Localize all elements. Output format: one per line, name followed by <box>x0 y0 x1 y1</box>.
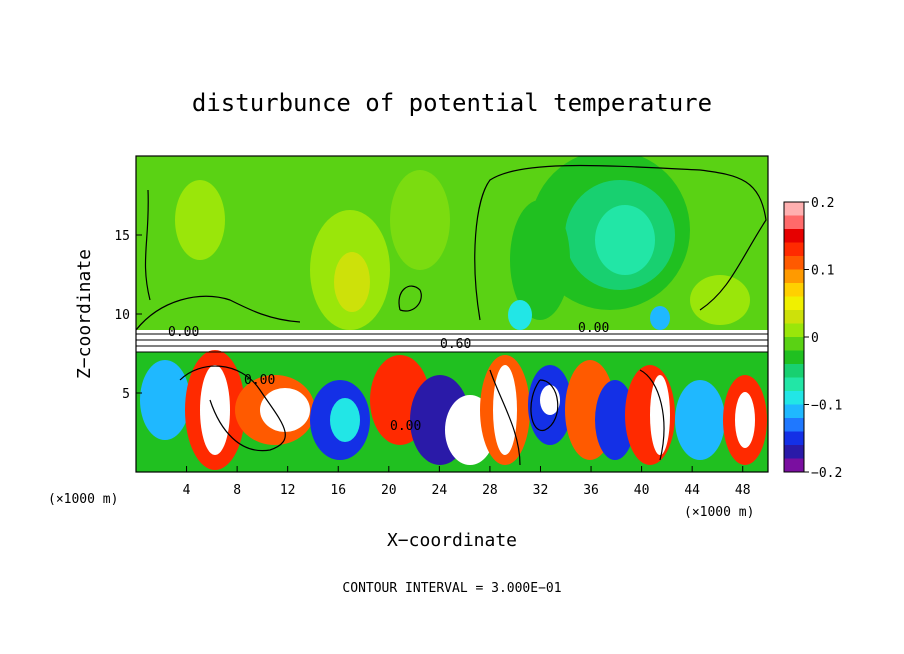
field-blob <box>334 252 370 312</box>
field-blob <box>140 360 190 440</box>
colorbar-ticks: 0.2 0.1 0 −0.1 −0.2 <box>804 196 842 481</box>
contour-line <box>398 285 422 312</box>
field-blob <box>675 380 725 460</box>
x-tick-label: 40 <box>634 483 650 498</box>
contour-label: 0.00 <box>578 321 609 336</box>
field-blob <box>390 170 450 270</box>
contour-label: 0.00 <box>390 419 421 434</box>
x-axis: 4 8 12 16 20 24 28 32 36 40 44 48 <box>183 466 751 498</box>
plot-area: 0.00 0.60 0.00 0.00 0.00 <box>136 156 768 472</box>
x-tick-label: 16 <box>330 483 346 498</box>
field-blob <box>260 388 310 432</box>
contour-line <box>144 189 151 301</box>
colorbar: 0.2 0.1 0 −0.1 −0.2 <box>783 196 842 481</box>
contour-label-group: 0.00 0.60 0.00 0.00 0.00 <box>168 321 609 434</box>
contour-line <box>179 365 286 452</box>
field-blob <box>595 205 655 275</box>
contour-label: 0.00 <box>244 373 275 388</box>
field-blob <box>200 365 230 455</box>
field-blob <box>650 306 670 330</box>
y-tick-label: 15 <box>114 229 130 244</box>
contour-label: 0.60 <box>440 337 471 352</box>
contour-label: 0.00 <box>168 325 199 340</box>
x-unit-label-left: (×1000 m) <box>48 492 118 507</box>
field-blob <box>493 365 517 455</box>
field-blob <box>330 398 360 442</box>
x-tick-label: 8 <box>233 483 241 498</box>
field-blob <box>510 200 570 320</box>
y-tick-label: 5 <box>122 387 130 402</box>
contour-line <box>474 164 767 321</box>
colorbar-tick-label: −0.2 <box>811 466 842 481</box>
x-unit-label-right: (×1000 m) <box>684 505 754 520</box>
stable-layer-lines <box>136 333 768 353</box>
y-axis: 5 10 15 <box>114 229 142 402</box>
upper-layer-field <box>175 156 750 330</box>
field-blob <box>595 380 635 460</box>
contour-lines <box>136 164 767 466</box>
x-tick-label: 4 <box>183 483 191 498</box>
x-tick-label: 32 <box>533 483 549 498</box>
chart-title: disturbunce of potential temperature <box>192 89 712 117</box>
colorbar-tick-label: −0.1 <box>811 399 842 414</box>
field-blob <box>735 392 755 448</box>
contour-line <box>136 295 301 331</box>
contour-interval-note: CONTOUR INTERVAL = 3.000E−01 <box>342 581 561 596</box>
colorbar-bar <box>783 201 805 473</box>
x-tick-label: 24 <box>432 483 448 498</box>
x-tick-label: 12 <box>280 483 296 498</box>
colorbar-tick-label: 0 <box>811 331 819 346</box>
contour-line <box>489 369 521 466</box>
field-blob <box>690 275 750 325</box>
x-tick-label: 28 <box>482 483 498 498</box>
x-tick-label: 48 <box>735 483 751 498</box>
x-axis-label: X−coordinate <box>387 530 517 551</box>
colorbar-tick-label: 0.1 <box>811 264 834 279</box>
field-blob <box>175 180 225 260</box>
contour-line <box>639 369 665 461</box>
x-tick-label: 20 <box>381 483 397 498</box>
x-tick-label: 44 <box>684 483 700 498</box>
y-axis-label: Z−coordinate <box>74 249 95 379</box>
x-tick-label: 36 <box>583 483 599 498</box>
colorbar-tick-label: 0.2 <box>811 196 834 211</box>
field-blob <box>650 375 670 455</box>
field-blob <box>508 300 532 330</box>
contour-line <box>530 379 559 431</box>
y-tick-label: 10 <box>114 308 130 323</box>
